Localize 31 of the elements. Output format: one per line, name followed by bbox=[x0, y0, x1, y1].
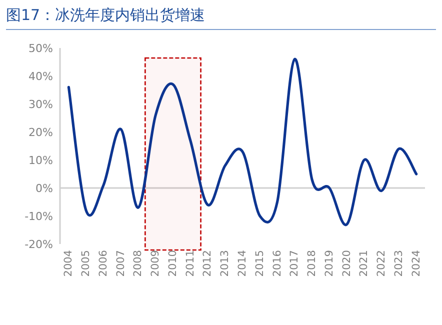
x-tick-label: 2005 bbox=[80, 250, 92, 277]
x-tick-label: 2018 bbox=[306, 250, 318, 277]
x-tick-label: 2009 bbox=[150, 250, 162, 277]
x-tick-label: 2010 bbox=[166, 250, 179, 277]
x-tick-label: 2023 bbox=[392, 250, 405, 277]
x-tick-label: 2014 bbox=[236, 250, 248, 277]
x-tick-label: 2013 bbox=[219, 250, 232, 277]
x-tick-label: 2006 bbox=[97, 250, 110, 277]
y-tick-label: 0% bbox=[36, 182, 53, 195]
x-tick-label: 2004 bbox=[62, 250, 75, 277]
y-tick-label: 30% bbox=[28, 98, 53, 111]
line-series bbox=[67, 58, 418, 226]
x-tick-label: 2024 bbox=[410, 250, 422, 277]
x-tick-label: 2022 bbox=[376, 250, 388, 277]
chart-title: 图17：冰洗年度内销出货增速 bbox=[6, 6, 436, 30]
y-tick-label: 10% bbox=[28, 154, 53, 167]
y-tick-label: 50% bbox=[28, 42, 53, 55]
x-tick-label: 2012 bbox=[202, 250, 214, 277]
x-tick-label: 2017 bbox=[288, 250, 301, 277]
y-tick-label: 40% bbox=[28, 70, 53, 83]
y-tick-label: -20% bbox=[24, 238, 53, 251]
x-tick-label: 2015 bbox=[254, 250, 266, 277]
x-tick-label: 2008 bbox=[132, 250, 144, 277]
y-tick-label: 20% bbox=[28, 126, 53, 139]
x-tick-label: 2021 bbox=[358, 250, 370, 277]
y-tick-label: -10% bbox=[24, 210, 53, 223]
x-tick-label: 2020 bbox=[340, 250, 353, 277]
x-tick-label: 2016 bbox=[271, 250, 284, 277]
x-tick-label: 2019 bbox=[323, 250, 336, 277]
x-tick-label: 2011 bbox=[184, 250, 196, 277]
x-tick-label: 2007 bbox=[114, 250, 127, 277]
